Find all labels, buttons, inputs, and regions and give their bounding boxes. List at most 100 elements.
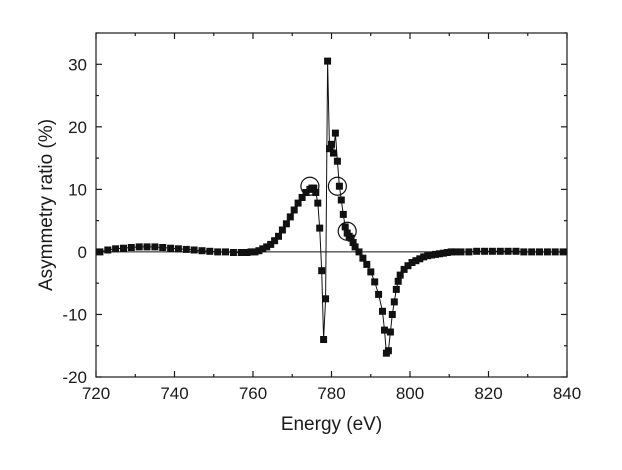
data-point xyxy=(339,210,347,218)
data-point xyxy=(481,247,489,255)
data-point xyxy=(167,244,175,252)
data-point xyxy=(512,247,520,255)
data-point xyxy=(384,347,392,355)
data-point xyxy=(251,248,259,256)
data-point xyxy=(328,140,335,148)
data-point xyxy=(371,278,379,286)
data-point xyxy=(255,247,263,255)
axis-ticks-layer: 720 740 760 780 800 820 840 -20 -10 0 10 20 30 xyxy=(62,32,581,403)
data-point xyxy=(435,250,443,258)
data-point xyxy=(263,243,271,251)
y-tick-label: -20 xyxy=(62,368,87,387)
highlight-circle xyxy=(337,221,357,241)
data-point xyxy=(267,240,275,248)
data-point xyxy=(298,194,306,201)
data-point xyxy=(504,247,512,255)
data-point xyxy=(278,226,286,234)
data-point xyxy=(536,248,543,256)
data-point xyxy=(465,248,473,256)
data-point xyxy=(488,247,496,255)
y-tick-label: 0 xyxy=(78,243,87,262)
x-tick-label: 840 xyxy=(553,384,581,403)
data-point xyxy=(335,182,343,190)
x-tick-label: 800 xyxy=(396,384,424,403)
data-point xyxy=(275,232,282,240)
data-point xyxy=(416,255,424,263)
data-point xyxy=(286,213,294,221)
data-point xyxy=(367,268,375,276)
data-point xyxy=(96,248,104,256)
data-point xyxy=(496,247,504,255)
data-point xyxy=(120,244,127,252)
data-point xyxy=(359,254,367,262)
data-point xyxy=(282,220,290,228)
data-point xyxy=(386,328,394,336)
data-point xyxy=(457,248,465,256)
data-point xyxy=(337,196,345,204)
plot-frame xyxy=(95,32,568,378)
data-point xyxy=(443,249,451,256)
data-point xyxy=(182,245,190,253)
data-point xyxy=(351,243,359,251)
data-point xyxy=(320,336,328,343)
data-point xyxy=(390,298,398,306)
x-tick-label: 760 xyxy=(239,384,267,403)
data-point xyxy=(316,224,324,232)
data-point xyxy=(324,57,332,65)
data-point xyxy=(271,237,279,245)
data-point xyxy=(290,206,298,214)
data-point xyxy=(424,252,432,260)
data-point xyxy=(432,250,439,258)
data-point xyxy=(331,129,339,137)
data-point xyxy=(326,145,333,153)
data-point xyxy=(294,199,302,207)
data-point xyxy=(528,248,536,256)
data-point xyxy=(447,248,455,256)
data-point xyxy=(259,245,267,253)
data-point xyxy=(392,285,400,293)
x-axis-label: Energy (eV) xyxy=(281,414,382,435)
data-point xyxy=(104,246,112,254)
data-point xyxy=(412,257,420,265)
data-point xyxy=(151,243,159,251)
plot-frame-layer xyxy=(95,32,568,378)
data-point xyxy=(400,265,408,273)
data-point xyxy=(127,244,135,251)
data-point xyxy=(237,249,245,256)
data-point xyxy=(349,239,357,246)
data-point xyxy=(159,244,167,251)
data-point xyxy=(322,295,330,303)
data-point xyxy=(404,262,412,270)
highlight-circle xyxy=(300,176,320,196)
data-point xyxy=(363,260,371,268)
data-point xyxy=(388,311,396,318)
y-axis-label: Asymmetry ratio (%) xyxy=(36,119,57,291)
series-line xyxy=(99,61,564,355)
highlight-circle xyxy=(327,176,347,196)
data-point xyxy=(428,251,436,259)
data-point xyxy=(247,248,255,256)
data-point xyxy=(310,184,318,192)
data-point xyxy=(318,267,326,275)
data-point xyxy=(439,249,447,257)
data-point xyxy=(222,248,229,256)
data-point xyxy=(408,259,416,266)
data-point xyxy=(243,249,251,256)
data-point xyxy=(198,247,206,255)
data-point xyxy=(375,290,383,298)
data-point xyxy=(341,223,349,231)
data-point xyxy=(520,248,528,256)
data-point xyxy=(551,248,559,256)
y-tick-label: 30 xyxy=(68,55,87,74)
data-point xyxy=(190,246,198,254)
data-point xyxy=(559,248,567,256)
y-tick-label: 10 xyxy=(68,180,87,199)
data-point xyxy=(206,247,214,255)
data-point xyxy=(396,271,404,279)
y-tick-label: 20 xyxy=(68,118,87,137)
data-point xyxy=(330,149,337,157)
x-tick-label: 820 xyxy=(474,384,502,403)
data-point xyxy=(174,245,182,253)
